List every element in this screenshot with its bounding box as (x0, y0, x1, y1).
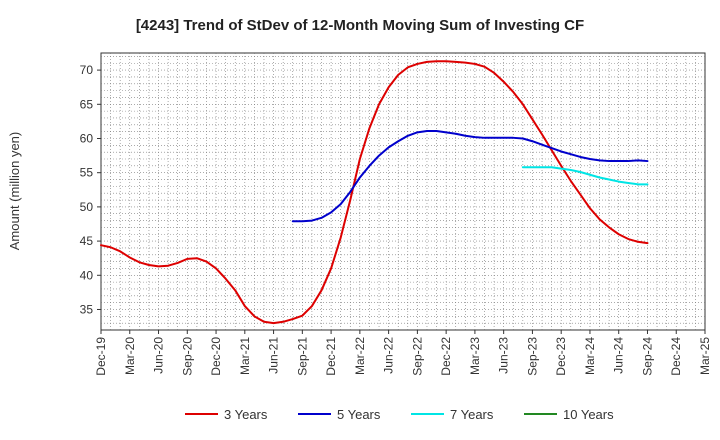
x-tick-label: Jun-23 (497, 337, 511, 374)
x-tick-label: Dec-24 (669, 337, 683, 376)
x-tick-label: Dec-21 (324, 337, 338, 376)
x-tick-label: Dec-23 (554, 337, 568, 376)
x-axis-ticks: Dec-19 Mar-20 Jun-20 Sep-20 Dec-20 Mar-21 Jun-… (94, 330, 712, 376)
x-tick-label: Jun-21 (267, 337, 281, 374)
chart-title: [4243] Trend of StDev of 12-Month Moving… (136, 17, 584, 34)
x-tick-label: Sep-20 (180, 337, 194, 376)
x-tick-label: Mar-24 (583, 337, 597, 375)
x-tick-label: Mar-22 (353, 337, 367, 375)
plot-area (100, 52, 706, 331)
series-line-5-years (291, 129, 649, 223)
x-tick-label: Mar-20 (123, 337, 137, 375)
y-tick-label: 55 (80, 166, 94, 180)
legend-label: 10 Years (563, 407, 614, 422)
grid-lines (101, 53, 705, 330)
x-tick-label: Mar-21 (238, 337, 252, 375)
y-axis-label: Amount (million yen) (7, 132, 22, 251)
y-tick-label: 45 (80, 234, 94, 248)
legend-label: 3 Years (224, 407, 268, 422)
y-axis-ticks: 35 40 45 50 55 60 65 70 (80, 63, 101, 316)
x-tick-label: Jun-24 (612, 337, 626, 374)
x-tick-label: Sep-21 (295, 337, 309, 376)
x-tick-label: Mar-23 (468, 337, 482, 375)
x-tick-label: Sep-24 (640, 337, 654, 376)
legend-label: 7 Years (450, 407, 494, 422)
series-line-7-years (521, 166, 649, 186)
x-tick-label: Dec-22 (439, 337, 453, 376)
y-tick-label: 50 (80, 200, 94, 214)
legend: 3 Years 5 Years 7 Years 10 Years (185, 407, 614, 422)
y-tick-label: 60 (80, 131, 94, 145)
series-lines (100, 60, 649, 325)
y-tick-label: 65 (80, 97, 94, 111)
x-tick-label: Dec-19 (94, 337, 108, 376)
x-tick-label: Sep-22 (410, 337, 424, 376)
y-tick-label: 70 (80, 63, 94, 77)
y-tick-label: 40 (80, 268, 94, 282)
x-tick-label: Sep-23 (525, 337, 539, 376)
series-line-3-years (100, 60, 649, 325)
x-tick-label: Jun-22 (382, 337, 396, 374)
x-tick-label: Mar-25 (698, 337, 712, 375)
x-tick-label: Jun-20 (152, 337, 166, 374)
x-tick-label: Dec-20 (209, 337, 223, 376)
legend-label: 5 Years (337, 407, 381, 422)
y-tick-label: 35 (80, 302, 94, 316)
